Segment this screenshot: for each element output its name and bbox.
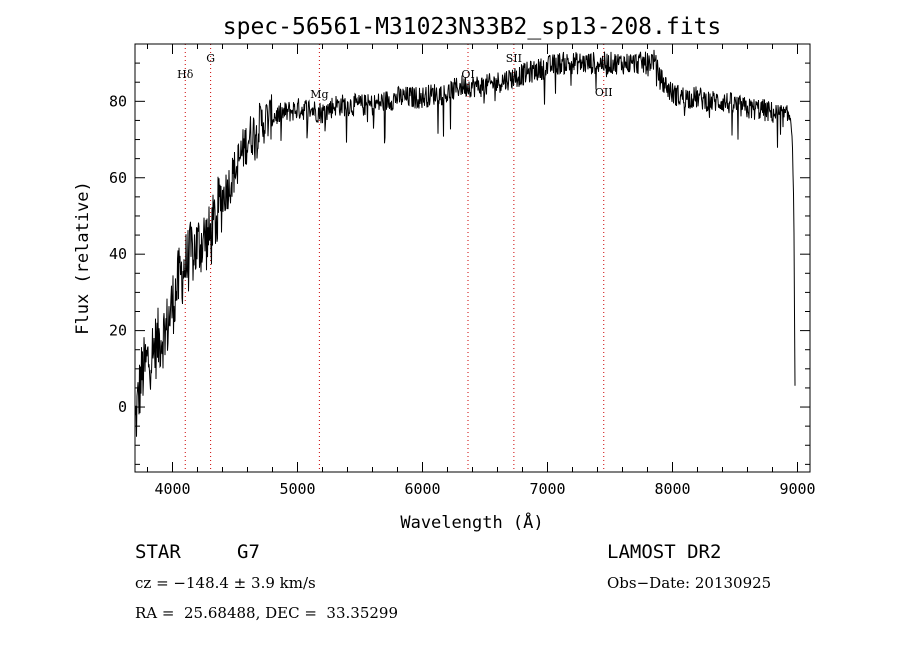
spectral-line-label: Mg — [310, 88, 328, 101]
x-tick-label: 4000 — [154, 480, 190, 498]
x-axis-label: Wavelength (Å) — [400, 511, 543, 533]
object-subclass: G7 — [237, 541, 260, 563]
spectral-line-label: Hδ — [177, 68, 194, 81]
y-tick-label: 60 — [109, 169, 127, 187]
redshift-readout: cz = −148.4 ± 3.9 km/s — [135, 574, 316, 592]
spectral-line-label: G — [206, 52, 215, 65]
spectral-line-label: OII — [595, 86, 613, 99]
chart-title: spec-56561-M31023N33B2_sp13-208.fits — [223, 14, 722, 40]
x-tick-label: 7000 — [529, 480, 565, 498]
y-tick-label: 0 — [118, 398, 127, 416]
axis-ticks: 4000 5000 6000 7000 8000 9000 0 20 40 60 80 — [109, 44, 816, 498]
spectral-line-markers: Hδ G Mg OI SII OII — [177, 44, 613, 472]
coordinates-readout: RA = 25.68488, DEC = 33.35299 — [135, 604, 399, 622]
x-tick-label: 6000 — [404, 480, 440, 498]
spectral-line-label: OI — [461, 68, 474, 81]
survey-name: LAMOST DR2 — [607, 541, 722, 563]
x-tick-label: 8000 — [654, 480, 690, 498]
y-tick-label: 40 — [109, 245, 127, 263]
spectral-line-label: SII — [506, 52, 522, 65]
plot-frame — [134, 43, 811, 473]
object-class: STAR — [135, 541, 181, 563]
y-tick-label: 80 — [109, 92, 127, 110]
x-tick-label: 5000 — [279, 480, 315, 498]
obs-date-readout: Obs−Date: 20130925 — [607, 574, 772, 592]
y-tick-label: 20 — [109, 322, 127, 340]
spectrum-series-line — [134, 49, 796, 437]
y-axis-label: Flux (relative) — [73, 181, 93, 335]
x-tick-label: 9000 — [779, 480, 815, 498]
